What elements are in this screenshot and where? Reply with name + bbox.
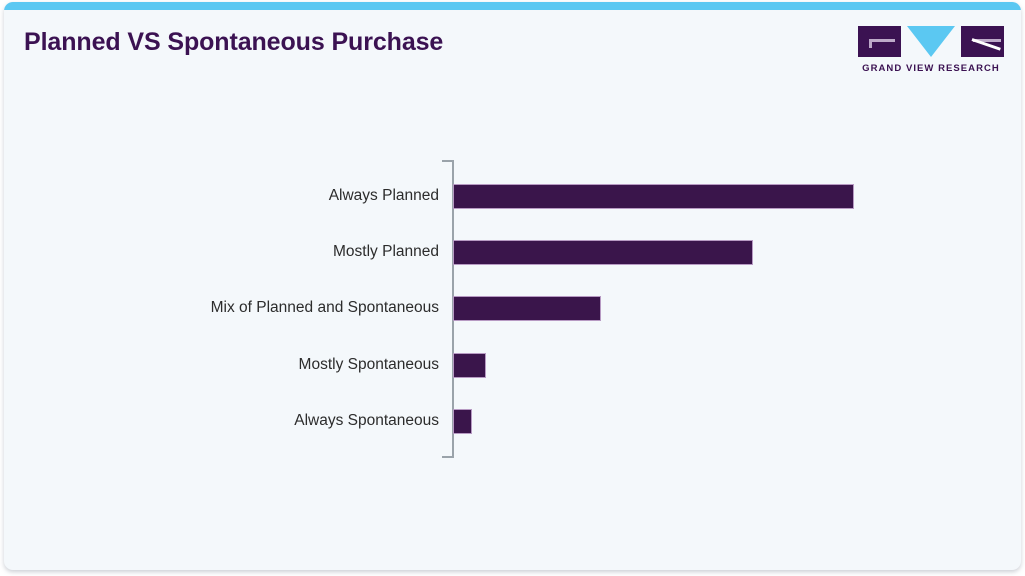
bar-always-planned[interactable] [454, 185, 853, 208]
category-label: Mix of Planned and Spontaneous [210, 299, 439, 316]
r-block-icon [961, 25, 1004, 57]
bar-mostly-spontaneous[interactable] [454, 354, 485, 377]
top-accent-bar [4, 2, 1021, 10]
v-triangle-icon [907, 25, 955, 57]
category-label: Always Planned [328, 187, 439, 204]
page-title: Planned VS Spontaneous Purchase [24, 28, 444, 56]
bar-mix-planned-spontaneous[interactable] [454, 297, 600, 320]
chart-row: Always Planned [4, 183, 1021, 209]
bar-mostly-planned[interactable] [454, 241, 752, 264]
chart-row: Always Spontaneous [4, 408, 1021, 434]
category-label: Always Spontaneous [294, 412, 439, 429]
slide-card: Planned VS Spontaneous Purchase GRAND VI… [4, 2, 1021, 570]
category-label: Mostly Spontaneous [298, 356, 439, 373]
bar-always-spontaneous[interactable] [454, 410, 471, 433]
logo-wordmark: GRAND VIEW RESEARCH [862, 63, 1000, 74]
chart-row: Mix of Planned and Spontaneous [4, 295, 1021, 321]
bar-chart: Always Planned Mostly Planned Mix of Pla… [4, 2, 1021, 570]
chart-row: Mostly Spontaneous [4, 352, 1021, 378]
category-axis-line [452, 160, 454, 458]
g-block-icon [858, 25, 901, 57]
axis-cap-bottom [442, 456, 452, 458]
chart-row: Mostly Planned [4, 239, 1021, 265]
logo-marks [858, 25, 1004, 57]
brand-logo: GRAND VIEW RESEARCH [858, 25, 1004, 74]
axis-cap-top [442, 160, 452, 162]
category-label: Mostly Planned [333, 243, 439, 260]
